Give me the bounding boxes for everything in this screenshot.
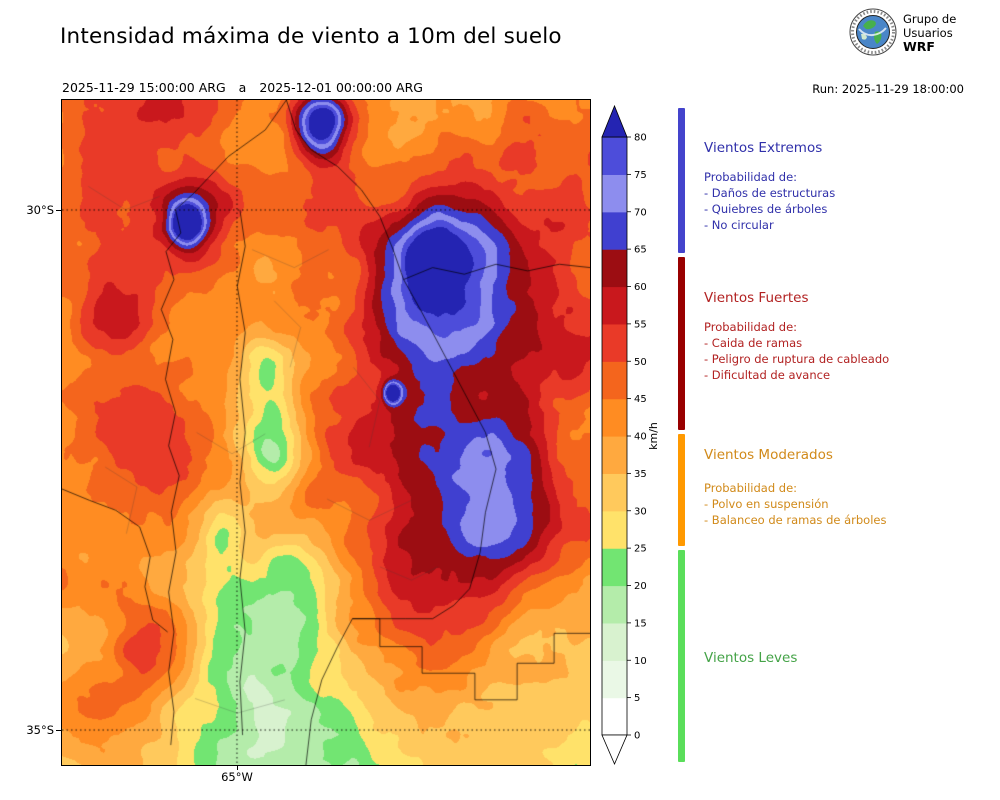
globe-icon	[849, 8, 897, 56]
svg-text:5: 5	[634, 693, 640, 704]
svg-text:15: 15	[634, 618, 647, 629]
legend-item: - Dificultad de avance	[704, 368, 831, 382]
svg-text:45: 45	[634, 394, 647, 405]
legend-prob-label: Probabilidad de:	[704, 481, 798, 495]
svg-text:60: 60	[634, 282, 647, 293]
lat-tickmark-35s	[56, 730, 61, 731]
page-title: Intensidad máxima de viento a 10m del su…	[60, 24, 562, 49]
run-timestamp: Run: 2025-11-29 18:00:00	[812, 82, 964, 96]
svg-text:0: 0	[634, 731, 640, 742]
map-frame	[61, 99, 591, 766]
legend-details-fuertes: Probabilidad de: - Caida de ramas - Peli…	[704, 319, 889, 383]
svg-text:30: 30	[634, 506, 647, 517]
valid-to: 2025-12-01 00:00:00 ARG	[259, 80, 423, 95]
logo-line-3: WRF	[903, 39, 935, 54]
legend-details-extremos: Probabilidad de: - Daños de estructuras …	[704, 169, 835, 233]
legend-item: - Quiebres de árboles	[704, 202, 828, 216]
svg-text:25: 25	[634, 544, 647, 555]
legend-item: - Caida de ramas	[704, 336, 803, 350]
legend-details-moderados: Probabilidad de: - Polvo en suspensión -…	[704, 480, 886, 528]
legend-item: - Polvo en suspensión	[704, 497, 829, 511]
svg-text:35: 35	[634, 469, 647, 480]
legend-title-fuertes: Vientos Fuertes	[704, 290, 809, 306]
lon-label-65w: 65°W	[221, 770, 253, 784]
legend-item: - Peligro de ruptura de cableado	[704, 352, 890, 366]
legend-bar-moderados	[678, 434, 685, 546]
colorbar-unit-label: km/h	[647, 422, 660, 450]
svg-text:70: 70	[634, 207, 647, 218]
wrf-logo: Grupo de Usuarios WRF	[849, 8, 956, 56]
svg-text:75: 75	[634, 170, 647, 181]
lat-label-35s: 35°S	[26, 723, 54, 737]
svg-text:50: 50	[634, 357, 647, 368]
svg-text:80: 80	[634, 133, 647, 144]
logo-line-1: Grupo de	[903, 12, 957, 26]
legend-prob-label: Probabilidad de:	[704, 170, 798, 184]
logo-line-2: Usuarios	[903, 26, 953, 40]
svg-text:40: 40	[634, 432, 647, 443]
colorbar: 0 5 10 15 20 25 30 35 40 45 50 55 60 65 70 75 80	[601, 104, 647, 766]
legend-title-leves: Vientos Leves	[704, 650, 798, 666]
legend-prob-label: Probabilidad de:	[704, 320, 798, 334]
svg-text:55: 55	[634, 319, 647, 330]
svg-text:65: 65	[634, 245, 647, 256]
legend-bar-leves	[678, 550, 685, 762]
svg-text:10: 10	[634, 656, 647, 667]
lat-tickmark-30s	[56, 210, 61, 211]
svg-text:20: 20	[634, 581, 647, 592]
logo-text: Grupo de Usuarios WRF	[903, 8, 956, 54]
lat-label-30s: 30°S	[26, 203, 54, 217]
legend-item: - No circular	[704, 218, 774, 232]
legend-item: - Balanceo de ramas de árboles	[704, 513, 887, 527]
legend-title-moderados: Vientos Moderados	[704, 447, 833, 463]
valid-time-range: 2025-11-29 15:00:00 ARG a 2025-12-01 00:00…	[62, 80, 423, 95]
legend-title-extremos: Vientos Extremos	[704, 140, 823, 156]
wind-intensity-map	[62, 100, 590, 765]
legend: Vientos Extremos Probabilidad de: - Daño…	[672, 100, 996, 780]
legend-bar-fuertes	[678, 257, 685, 430]
valid-separator: a	[238, 80, 247, 95]
legend-item: - Daños de estructuras	[704, 186, 836, 200]
valid-from: 2025-11-29 15:00:00 ARG	[62, 80, 226, 95]
lon-tickmark-65w	[237, 766, 238, 770]
legend-bar-extremos	[678, 108, 685, 253]
